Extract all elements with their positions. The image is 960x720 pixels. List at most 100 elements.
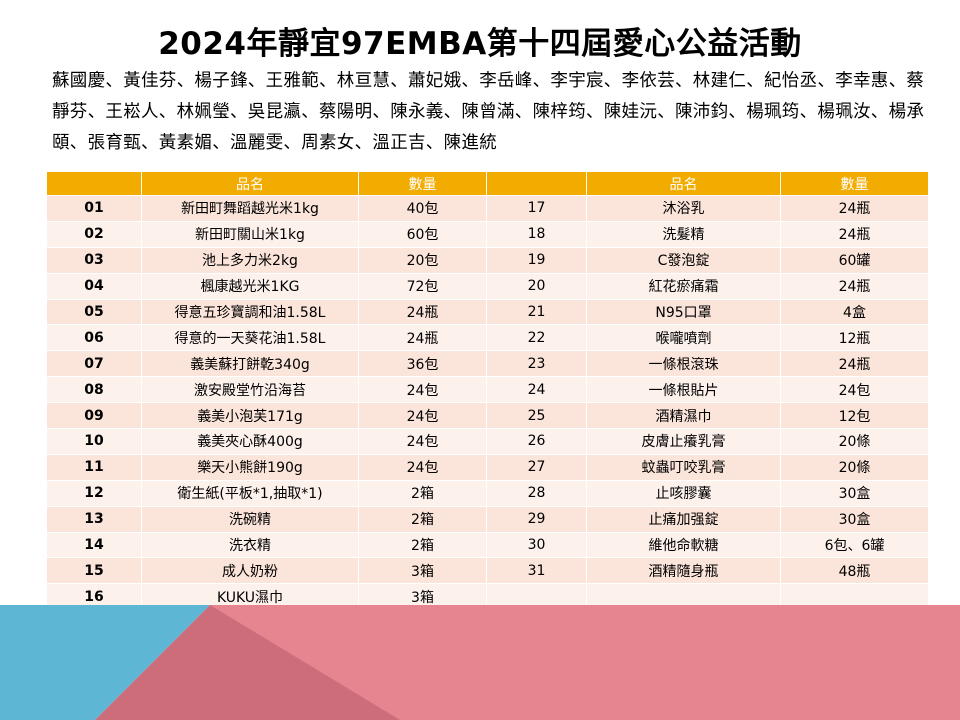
table-row: 04 楓康越光米1KG 72包 20 紅花瘀痛霜 24瓶 [46,272,929,300]
item-quantity: 40包 [358,195,487,222]
item-quantity: 24瓶 [780,220,929,248]
item-quantity: 2箱 [358,505,487,533]
item-quantity: 24包 [358,453,487,481]
header-item: 品名 [586,171,781,196]
item-quantity: 24包 [358,402,487,430]
item-number: 25 [486,402,587,430]
item-quantity: 3箱 [358,557,487,585]
table-body: 01 新田町舞蹈越光米1kg 40包 17 沐浴乳 24瓶 02 新田町關山米1kg 60包 18… [46,195,929,611]
item-number: 11 [46,453,142,481]
item-quantity: 24包 [358,428,487,455]
table-row: 13 洗碗精 2箱 29 止痛加强錠 30盒 [46,505,929,533]
item-name: 一條根滾珠 [586,350,781,378]
item-number: 18 [486,220,587,248]
item-quantity: 60包 [358,220,487,248]
item-number: 07 [46,350,142,378]
item-number: 14 [46,531,142,559]
item-name: 義美小泡芙171g [141,402,359,430]
item-name: 沐浴乳 [586,195,781,222]
item-name: 新田町關山米1kg [141,220,359,248]
bg-dark-shape [95,605,400,720]
item-name: 喉嚨噴劑 [586,324,781,352]
item-name: 新田町舞蹈越光米1kg [141,195,359,222]
item-number: 02 [46,220,142,248]
item-number: 24 [486,376,587,404]
item-name: C發泡錠 [586,246,781,274]
item-number: 29 [486,505,587,533]
item-quantity: 12瓶 [780,324,929,352]
item-quantity: 2箱 [358,531,487,559]
item-name: 洗衣精 [141,531,359,559]
background-decoration [0,605,960,720]
item-quantity: 24瓶 [780,350,929,378]
table-row: 02 新田町關山米1kg 60包 18 洗髮精 24瓶 [46,220,929,248]
item-number: 12 [46,479,142,507]
item-number: 27 [486,453,587,481]
item-number: 08 [46,376,142,404]
item-quantity: 24包 [358,376,487,404]
header-qty: 數量 [780,171,929,196]
item-number: 05 [46,298,142,326]
item-quantity: 24瓶 [780,195,929,222]
header-qty: 數量 [358,171,487,196]
item-quantity: 24瓶 [358,324,487,352]
table-row: 09 義美小泡芙171g 24包 25 酒精濕巾 12包 [46,402,929,430]
item-number: 28 [486,479,587,507]
bg-blue-shape [0,605,210,720]
item-name: 洗髮精 [586,220,781,248]
item-name: 蚊蟲叮咬乳膏 [586,453,781,481]
item-name: 洗碗精 [141,505,359,533]
item-number: 20 [486,272,587,300]
table-header-row: 品名 數量 品名 數量 [46,171,929,196]
item-number: 01 [46,195,142,222]
item-quantity: 30盒 [780,479,929,507]
item-quantity: 2箱 [358,479,487,507]
item-quantity: 20條 [780,428,929,455]
item-number: 15 [46,557,142,585]
item-number: 31 [486,557,587,585]
header-no [46,171,142,196]
item-name: 止痛加强錠 [586,505,781,533]
item-name: 池上多力米2kg [141,246,359,274]
item-number: 21 [486,298,587,326]
item-name: 維他命軟糖 [586,531,781,559]
item-name: 紅花瘀痛霜 [586,272,781,300]
item-name: 止咳膠囊 [586,479,781,507]
table-row: 01 新田町舞蹈越光米1kg 40包 17 沐浴乳 24瓶 [46,195,929,222]
item-quantity: 72包 [358,272,487,300]
item-number: 30 [486,531,587,559]
table-row: 15 成人奶粉 3箱 31 酒精隨身瓶 48瓶 [46,557,929,585]
item-name: 酒精隨身瓶 [586,557,781,585]
item-number: 22 [486,324,587,352]
item-quantity: 30盒 [780,505,929,533]
item-number: 03 [46,246,142,274]
item-name: 義美夾心酥400g [141,428,359,455]
table-row: 06 得意的一天葵花油1.58L 24瓶 22 喉嚨噴劑 12瓶 [46,324,929,352]
item-name: 一條根貼片 [586,376,781,404]
table-row: 11 樂天小熊餅190g 24包 27 蚊蟲叮咬乳膏 20條 [46,453,929,481]
item-number: 06 [46,324,142,352]
item-quantity: 24瓶 [780,272,929,300]
item-number: 23 [486,350,587,378]
item-number: 17 [486,195,587,222]
table-row: 07 義美蘇打餅乾340g 36包 23 一條根滾珠 24瓶 [46,350,929,378]
item-name: 皮膚止癢乳膏 [586,428,781,455]
item-quantity: 48瓶 [780,557,929,585]
item-quantity: 4盒 [780,298,929,326]
donor-names: 蘇國慶、黃佳芬、楊子鋒、王雅範、林亘慧、蕭妃娥、李岳峰、李宇宸、李依芸、林建仁、… [52,71,925,153]
table-row: 08 激安殿堂竹沿海苔 24包 24 一條根貼片 24包 [46,376,929,404]
item-number: 19 [486,246,587,274]
item-name: 激安殿堂竹沿海苔 [141,376,359,404]
header-no [486,171,587,196]
item-quantity: 12包 [780,402,929,430]
item-quantity: 60罐 [780,246,929,274]
item-name: 樂天小熊餅190g [141,453,359,481]
item-name: 得意的一天葵花油1.58L [141,324,359,352]
table-row: 03 池上多力米2kg 20包 19 C發泡錠 60罐 [46,246,929,274]
item-quantity: 36包 [358,350,487,378]
item-number: 26 [486,428,587,455]
table-row: 12 衛生紙(平板*1,抽取*1) 2箱 28 止咳膠囊 30盒 [46,479,929,507]
item-name: 成人奶粉 [141,557,359,585]
table-row: 05 得意五珍寶調和油1.58L 24瓶 21 N95口罩 4盒 [46,298,929,326]
item-quantity: 24瓶 [358,298,487,326]
